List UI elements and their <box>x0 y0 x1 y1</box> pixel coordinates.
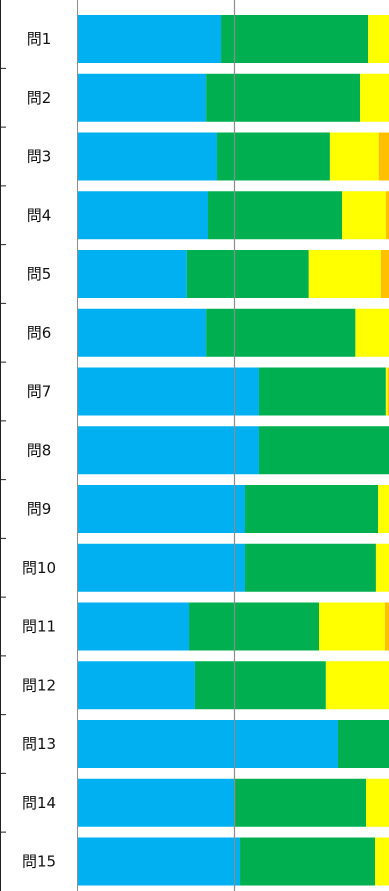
category-label: 問10 <box>22 559 56 577</box>
bar-segment-series-3 <box>378 485 389 533</box>
bar-segment-series-4 <box>385 191 389 240</box>
category-label: 問9 <box>27 500 52 518</box>
bar-segment-series-3 <box>308 250 381 298</box>
bar-segment-series-1 <box>78 73 207 122</box>
category-label: 問12 <box>22 676 56 694</box>
category-label: 問6 <box>27 324 52 342</box>
bar-segment-series-3 <box>329 132 379 181</box>
bar-segment-series-2 <box>235 778 366 827</box>
bar-segment-series-2 <box>221 15 369 63</box>
bar-segment-series-1 <box>78 543 246 592</box>
bar-segment-series-1 <box>78 720 338 768</box>
gridlines <box>77 0 236 891</box>
bar-segment-series-1 <box>78 15 222 63</box>
category-label: 問14 <box>22 794 56 812</box>
bar-segment-series-1 <box>78 602 190 651</box>
bar-segment-series-3 <box>375 543 389 592</box>
bar-segment-series-4 <box>378 132 389 181</box>
bar-segment-series-1 <box>78 367 260 416</box>
bar-segment-series-2 <box>259 426 389 475</box>
bar-segment-series-1 <box>78 191 208 240</box>
category-label: 問4 <box>27 206 52 224</box>
bar-segment-series-2 <box>240 837 376 886</box>
bar-segment-series-3 <box>325 661 389 710</box>
bar-segment-series-2 <box>217 132 330 181</box>
bar-segment-series-1 <box>78 778 236 827</box>
bar-segment-series-3 <box>385 367 388 416</box>
bar-segment-series-2 <box>206 73 361 122</box>
bar-segment-series-3 <box>355 308 389 357</box>
category-label: 問3 <box>27 148 52 166</box>
bar-segment-series-3 <box>368 15 389 63</box>
bar-segment-series-1 <box>78 837 241 886</box>
bar-segment-series-3 <box>375 837 389 886</box>
bar-segment-series-2 <box>337 720 389 768</box>
category-label: 問8 <box>27 441 52 459</box>
bar-segment-series-2 <box>245 543 376 592</box>
category-labels: 問1 問2 問3 問4 問5 問6 問7 問8 問9 問10 問11 問12 問13 問14 問15 <box>0 0 56 891</box>
bar-segment-series-1 <box>78 485 246 533</box>
category-label: 問13 <box>22 735 56 753</box>
bar-segment-series-2 <box>206 308 356 357</box>
bar-segment-series-3 <box>360 73 389 122</box>
bar-segment-series-3 <box>342 191 386 240</box>
bar-segment-series-3 <box>319 602 385 651</box>
bar-segment-series-1 <box>78 661 195 710</box>
category-label: 問2 <box>27 89 52 107</box>
bar-segment-series-2 <box>189 602 320 651</box>
bar-segment-series-3 <box>365 778 389 827</box>
bar-segment-series-1 <box>78 250 187 298</box>
category-label: 問15 <box>22 853 56 871</box>
bar-segment-series-2 <box>245 485 379 533</box>
bar-segment-series-4 <box>384 602 389 651</box>
category-label: 問11 <box>22 618 56 636</box>
bars <box>78 15 389 886</box>
category-label: 問7 <box>27 383 52 401</box>
bar-segment-series-1 <box>78 132 218 181</box>
bar-segment-series-2 <box>259 367 386 416</box>
category-label: 問1 <box>27 30 52 48</box>
bar-segment-series-2 <box>207 191 343 240</box>
bar-segment-series-2 <box>194 661 326 710</box>
bar-segment-series-1 <box>78 308 207 357</box>
bar-segment-series-1 <box>78 426 260 475</box>
bar-segment-series-4 <box>387 367 389 416</box>
category-label: 問5 <box>27 265 52 283</box>
bar-segment-series-4 <box>380 250 389 298</box>
bar-segment-series-2 <box>186 250 309 298</box>
